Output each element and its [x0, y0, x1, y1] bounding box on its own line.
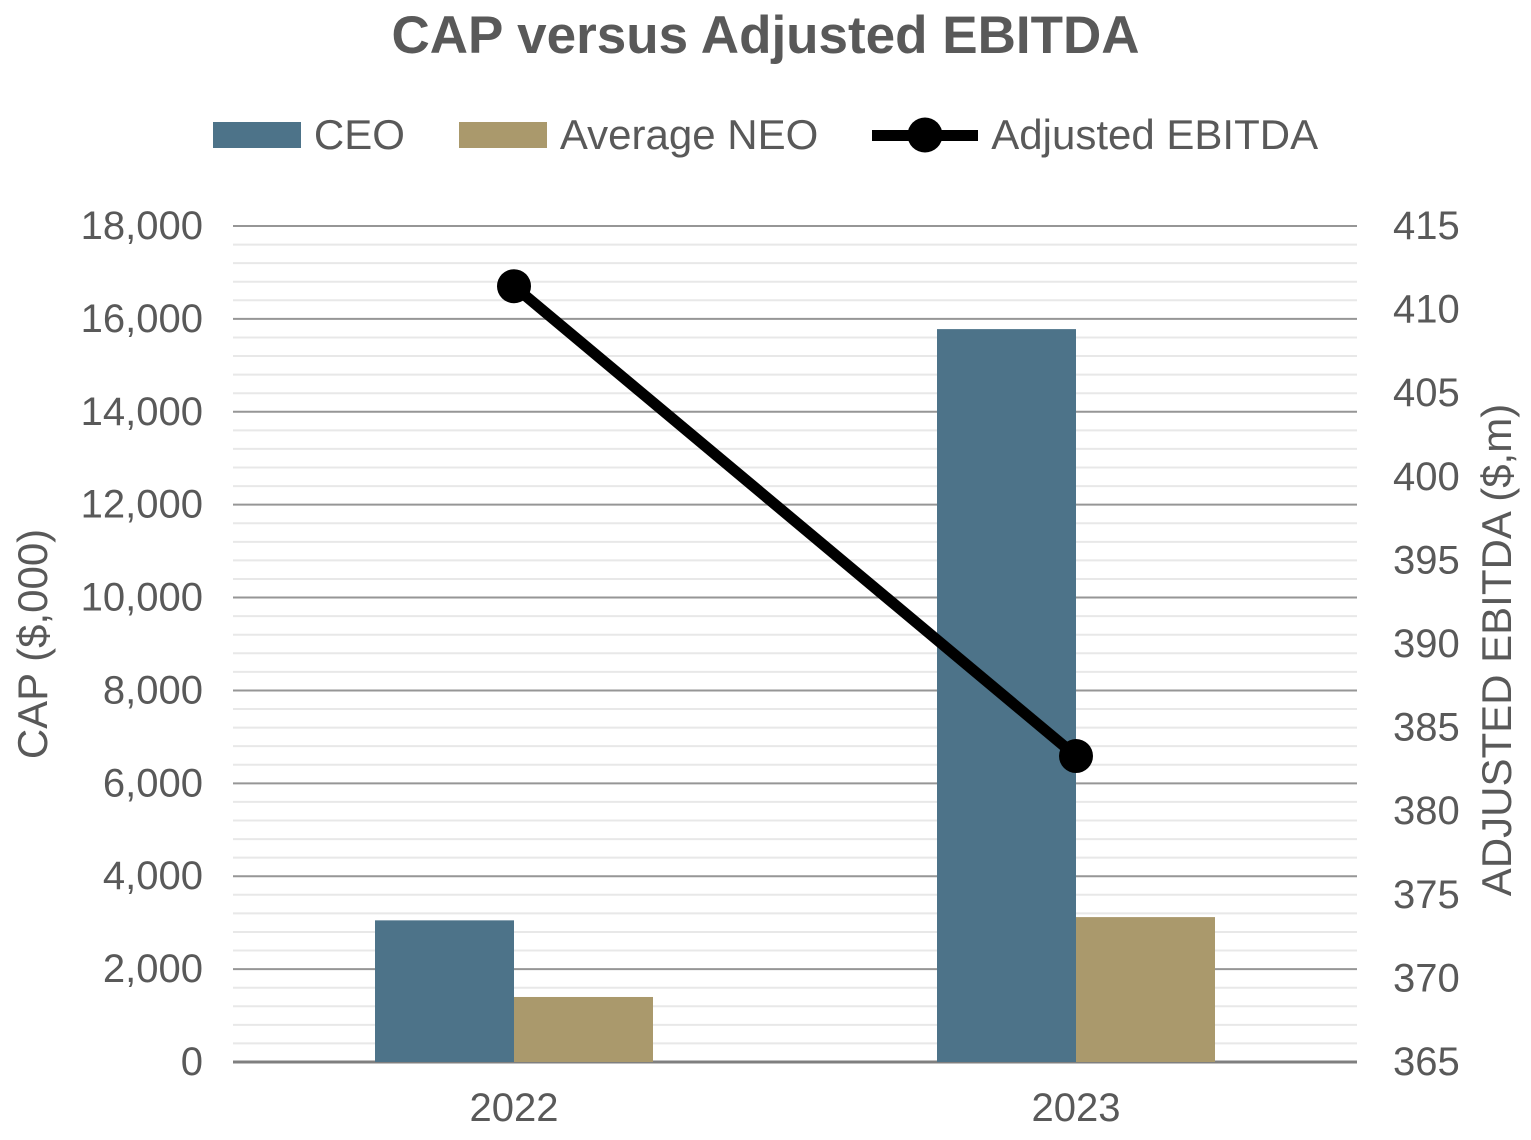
x-tick-label: 2022: [470, 1086, 559, 1130]
right-tick-label: 370: [1393, 956, 1460, 1000]
legend-label-average-neo: Average NEO: [559, 111, 819, 158]
right-tick-label: 390: [1393, 622, 1460, 666]
left-tick-label: 6,000: [103, 761, 203, 805]
right-tick-label: 380: [1393, 789, 1460, 833]
legend-label-ceo: CEO: [313, 111, 405, 158]
left-tick-label: 0: [181, 1040, 203, 1084]
left-tick-label: 16,000: [81, 297, 203, 341]
legend-swatch-ceo: [212, 122, 301, 148]
right-tick-label: 415: [1393, 204, 1460, 248]
legend-item-average-neo: Average NEO: [458, 111, 819, 158]
x-tick-label: 2023: [1032, 1086, 1121, 1130]
legend-line-dot-marker: [872, 117, 979, 153]
legend-item-ceo: CEO: [212, 111, 405, 158]
legend: CEO Average NEO Adjusted EBITDA: [0, 114, 1531, 156]
bar-ceo-2022: [375, 920, 514, 1062]
marker-adjusted-ebitda-2023: [1059, 739, 1093, 774]
legend-item-adjusted-ebitda: Adjusted EBITDA: [872, 114, 1318, 156]
chart-title: CAP versus Adjusted EBITDA: [391, 6, 1140, 65]
bar-average-neo-2023: [1076, 917, 1215, 1062]
legend-dot-icon: [907, 117, 943, 153]
right-tick-label: 385: [1393, 706, 1460, 750]
legend-label-adjusted-ebitda: Adjusted EBITDA: [991, 111, 1319, 158]
left-tick-label: 10,000: [81, 576, 203, 620]
right-tick-label: 395: [1393, 538, 1460, 582]
right-tick-label: 405: [1393, 371, 1460, 415]
left-tick-label: 12,000: [81, 483, 203, 527]
left-tick-label: 4,000: [103, 854, 203, 898]
line-adjusted-ebitda: [510, 281, 1080, 761]
legend-swatch-average-neo: [458, 122, 547, 148]
left-tick-label: 14,000: [81, 390, 203, 434]
right-tick-label: 400: [1393, 455, 1460, 499]
right-tick-label: 410: [1393, 288, 1460, 332]
marker-adjusted-ebitda-2022: [497, 269, 531, 304]
left-tick-label: 8,000: [103, 668, 203, 712]
right-tick-label: 375: [1393, 873, 1460, 917]
right-tick-label: 365: [1393, 1040, 1460, 1084]
left-tick-label: 2,000: [103, 947, 203, 991]
left-tick-label: 18,000: [81, 204, 203, 248]
bar-average-neo-2022: [514, 996, 653, 1062]
